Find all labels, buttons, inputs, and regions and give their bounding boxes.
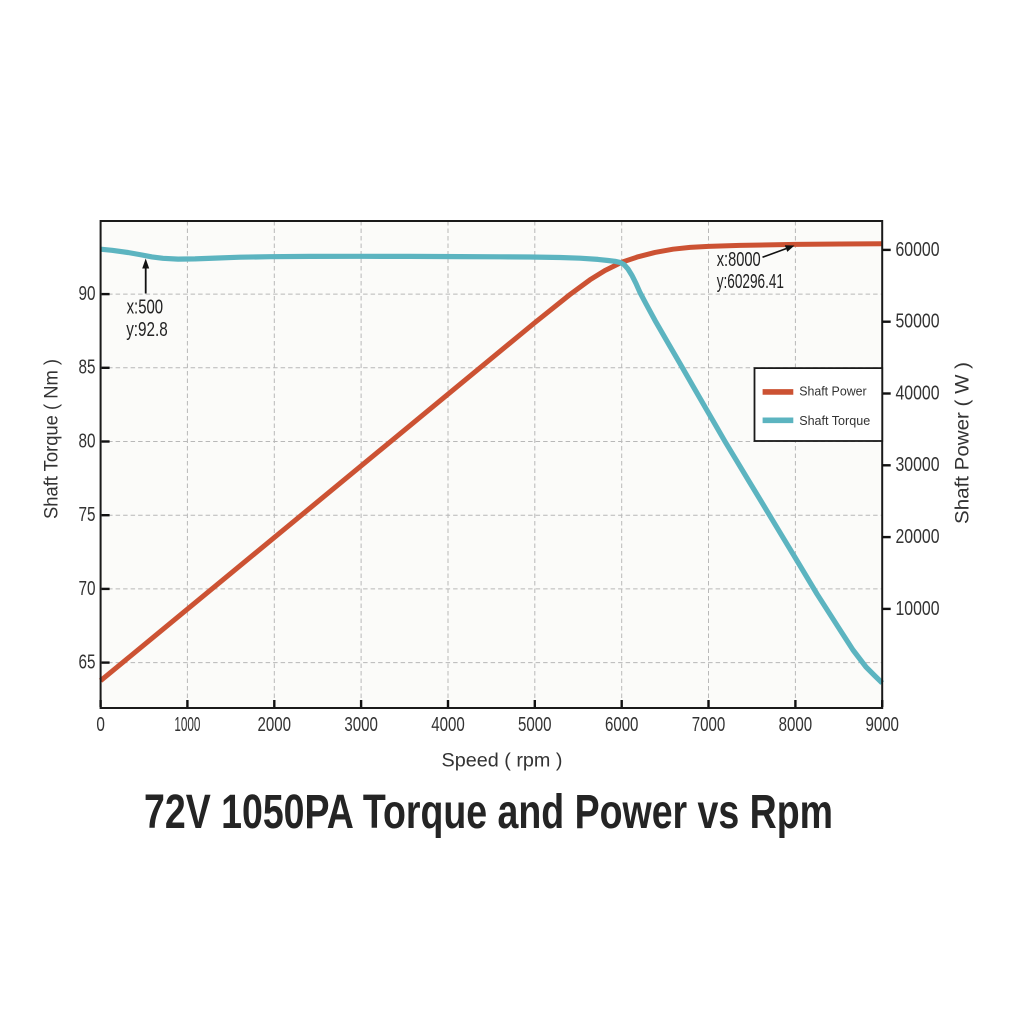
- svg-text:4000: 4000: [431, 714, 465, 736]
- svg-text:20000: 20000: [896, 526, 940, 548]
- svg-text:7000: 7000: [692, 714, 726, 736]
- svg-text:30000: 30000: [896, 454, 940, 476]
- svg-text:x:500: x:500: [127, 296, 164, 318]
- svg-text:50000: 50000: [896, 311, 940, 333]
- svg-text:75: 75: [79, 504, 96, 526]
- svg-text:Shaft Power ( W ): Shaft Power ( W ): [953, 362, 974, 524]
- svg-text:6000: 6000: [605, 714, 639, 736]
- svg-text:65: 65: [79, 652, 96, 674]
- svg-text:Shaft Power: Shaft Power: [799, 384, 867, 399]
- svg-text:60000: 60000: [896, 239, 940, 261]
- svg-text:72V 1050PA Torque and Power vs: 72V 1050PA Torque and Power vs Rpm: [144, 786, 833, 839]
- svg-text:3000: 3000: [344, 714, 378, 736]
- svg-text:80: 80: [79, 430, 96, 452]
- svg-text:y:92.8: y:92.8: [126, 319, 168, 341]
- svg-text:Shaft Torque ( Nm ): Shaft Torque ( Nm ): [42, 359, 63, 519]
- svg-text:40000: 40000: [896, 382, 940, 404]
- svg-text:2000: 2000: [258, 714, 292, 736]
- svg-text:70: 70: [79, 578, 96, 600]
- svg-text:Shaft Torque: Shaft Torque: [799, 413, 870, 428]
- svg-text:10000: 10000: [896, 598, 940, 620]
- svg-text:8000: 8000: [779, 714, 813, 736]
- svg-text:Speed ( rpm ): Speed ( rpm ): [442, 751, 563, 772]
- svg-text:1000: 1000: [174, 714, 200, 736]
- svg-text:y:60296.41: y:60296.41: [717, 271, 784, 293]
- svg-text:x:8000: x:8000: [717, 249, 761, 271]
- svg-text:5000: 5000: [518, 714, 552, 736]
- svg-text:85: 85: [79, 357, 96, 379]
- svg-text:90: 90: [79, 283, 96, 305]
- svg-text:9000: 9000: [865, 714, 899, 736]
- svg-text:0: 0: [96, 714, 105, 736]
